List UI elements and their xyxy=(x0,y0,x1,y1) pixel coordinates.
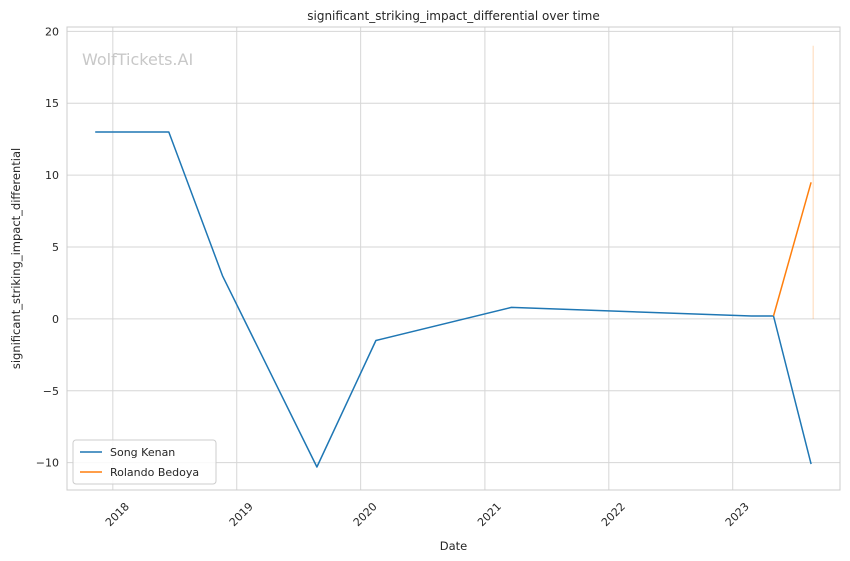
x-axis-title: Date xyxy=(440,539,468,553)
series-line-rolando-bedoya xyxy=(772,182,812,317)
chart-title: significant_striking_impact_differential… xyxy=(307,9,599,23)
legend-label: Rolando Bedoya xyxy=(110,466,199,479)
x-tick-label: 2018 xyxy=(103,500,132,529)
y-tick-label: −10 xyxy=(36,457,59,470)
x-tick-label: 2020 xyxy=(351,500,380,529)
watermark-text: WolfTickets.AI xyxy=(82,50,193,69)
plot-frame xyxy=(66,26,841,491)
legend: Song Kenan Rolando Bedoya xyxy=(72,439,217,485)
y-axis-ticks: 20 15 10 5 0 −5 −10 xyxy=(36,25,59,469)
x-tick-label: 2021 xyxy=(475,500,504,529)
legend-box xyxy=(72,439,217,485)
grid xyxy=(67,27,840,490)
series-lines xyxy=(95,131,812,468)
y-axis-title: significant_striking_impact_differential xyxy=(9,148,23,369)
y-tick-label: 5 xyxy=(52,241,59,254)
x-tick-label: 2019 xyxy=(227,500,256,529)
legend-label: Song Kenan xyxy=(110,446,175,459)
x-tick-label: 2022 xyxy=(599,500,628,529)
x-tick-label: 2023 xyxy=(723,500,752,529)
x-axis-ticks: 2018 2019 2020 2021 2022 2023 xyxy=(103,500,752,529)
series-line-song-kenan xyxy=(95,131,812,468)
y-tick-label: 20 xyxy=(45,25,59,38)
y-tick-label: 0 xyxy=(52,313,59,326)
y-tick-label: −5 xyxy=(43,385,59,398)
y-tick-label: 15 xyxy=(45,97,59,110)
y-tick-label: 10 xyxy=(45,169,59,182)
